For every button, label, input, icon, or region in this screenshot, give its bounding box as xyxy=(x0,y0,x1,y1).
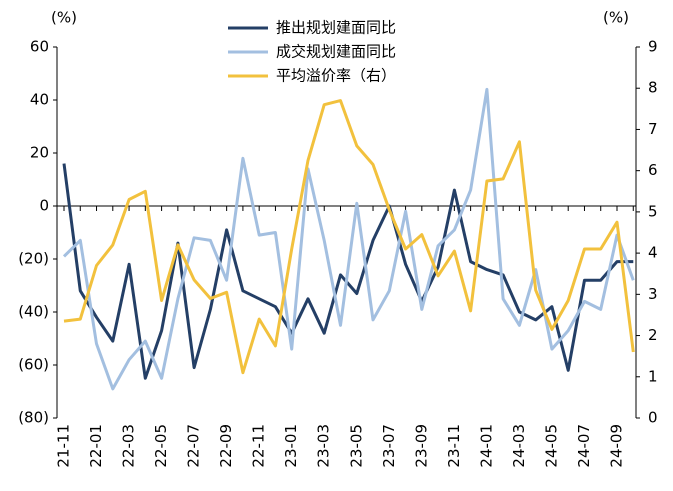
x-tick-label: 23-11 xyxy=(445,424,463,468)
y2-tick-label: 3 xyxy=(648,285,658,303)
x-tick-label: 23-01 xyxy=(282,424,300,468)
y2-tick-label: 4 xyxy=(648,244,658,262)
x-tick-label: 22-09 xyxy=(217,424,235,468)
x-tick-label: 23-05 xyxy=(347,424,365,468)
series-line xyxy=(63,99,635,375)
x-tick-label: 23-07 xyxy=(380,424,398,468)
x-tick-label: 22-05 xyxy=(152,424,170,468)
x-tick-label: 22-07 xyxy=(185,424,203,468)
x-tick-label: 23-03 xyxy=(315,424,333,468)
y-tick-label: (20) xyxy=(18,250,49,268)
x-tick-label: 24-09 xyxy=(608,424,626,468)
x-tick-label: 24-07 xyxy=(575,424,593,468)
y-tick-label: (40) xyxy=(18,303,49,321)
y2-tick-label: 5 xyxy=(648,202,658,220)
y2-tick-label: 1 xyxy=(648,367,658,385)
x-tick-label: 21-11 xyxy=(55,424,73,468)
y2-tick-label: 0 xyxy=(648,409,658,427)
x-tick-label: 24-03 xyxy=(510,424,528,468)
legend-label: 平均溢价率（右） xyxy=(276,67,396,85)
x-tick-label: 24-01 xyxy=(477,424,495,468)
y-tick-label: (80) xyxy=(18,409,49,427)
y-tick-label: 20 xyxy=(30,144,49,162)
y2-tick-label: 2 xyxy=(648,326,658,344)
series-line xyxy=(62,163,634,380)
y2-unit: (%) xyxy=(603,9,629,27)
x-tick-label: 22-11 xyxy=(250,424,268,468)
x-tick-label: 22-01 xyxy=(87,424,105,468)
y-tick-label: 40 xyxy=(30,91,49,109)
x-tick-label: 24-05 xyxy=(542,424,560,468)
y2-tick-label: 8 xyxy=(648,79,658,97)
y2-tick-label: 6 xyxy=(648,161,658,179)
y-tick-label: 60 xyxy=(30,38,49,56)
y-tick-label: 0 xyxy=(39,197,49,215)
legend-label: 推出规划建面同比 xyxy=(276,19,396,37)
y-unit: (%) xyxy=(51,9,77,27)
x-tick-label: 23-09 xyxy=(412,424,430,468)
y2-tick-label: 9 xyxy=(648,38,658,56)
x-tick-label: 22-03 xyxy=(120,424,138,468)
y-tick-label: (60) xyxy=(18,356,49,374)
legend-label: 成交规划建面同比 xyxy=(276,43,396,61)
y2-tick-label: 7 xyxy=(648,120,658,138)
series-line xyxy=(62,87,635,391)
